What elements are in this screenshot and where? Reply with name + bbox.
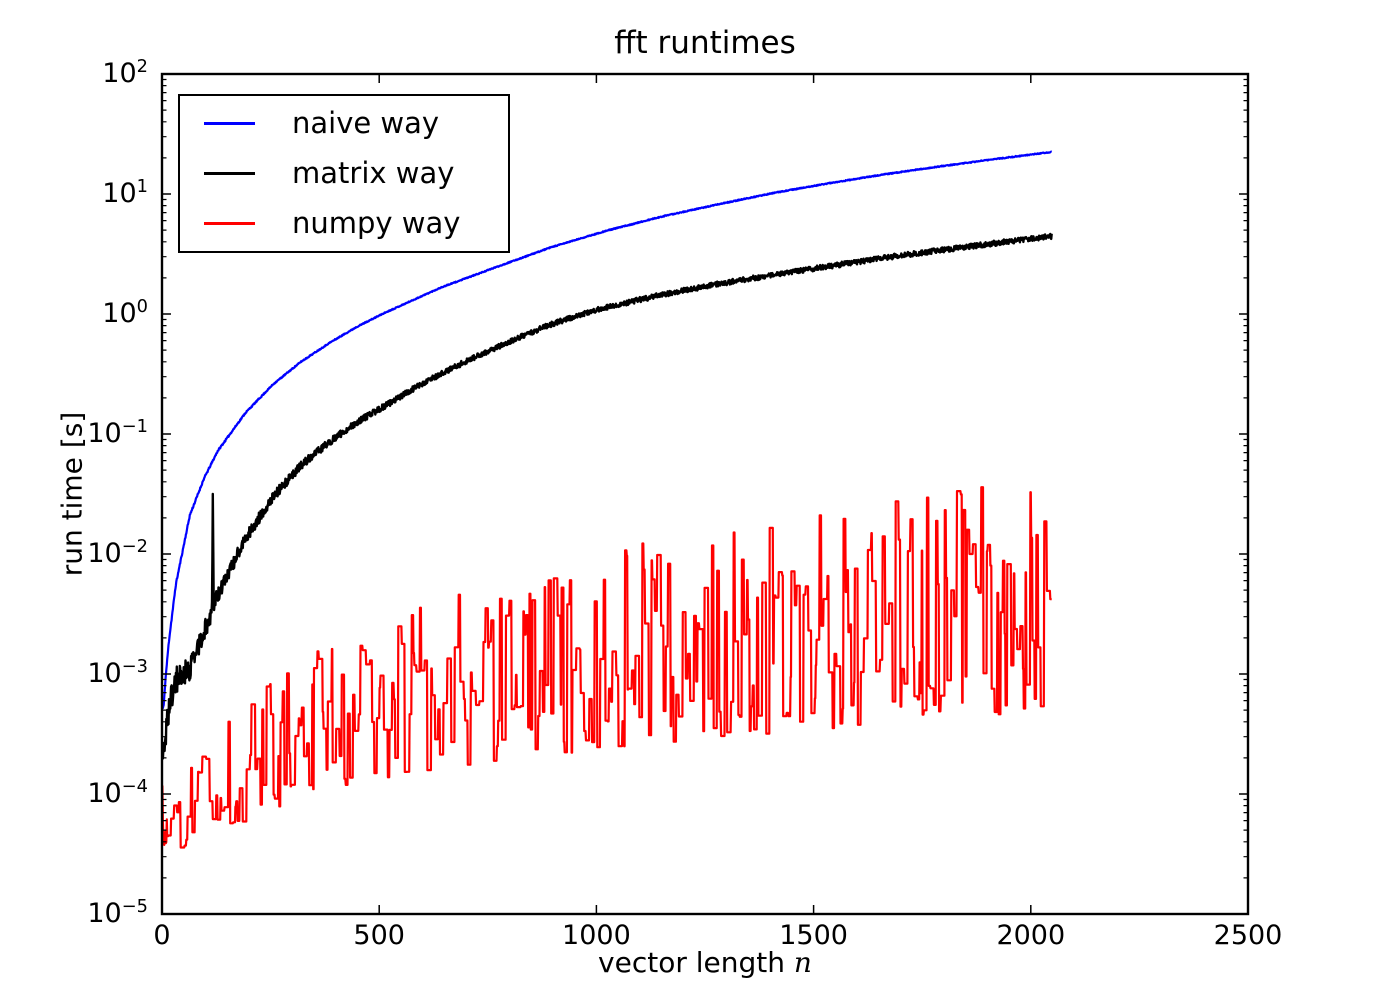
series-line-numpy-way [161, 486, 1053, 849]
x-axis-label-text: vector length [598, 946, 785, 979]
y-tick-label-1e-4: 10−4 [87, 776, 148, 809]
plot-border [160, 72, 1250, 916]
series-line-naive-way [161, 150, 1053, 710]
y-tick-label-1e-5: 10−5 [87, 896, 148, 929]
legend-box: naive way matrix way numpy way [178, 94, 510, 253]
x-tick-label-500: 500 [353, 920, 405, 951]
legend-line-sample-icon [204, 122, 255, 126]
minor-log-ticks [162, 78, 1248, 879]
y-tick-labels: 102 101 100 10−1 10−2 10−3 10−4 10−5 [0, 0, 148, 995]
x-tick-labels: 0 500 1000 1500 2000 2500 [0, 920, 1376, 954]
x-tick-label-0: 0 [153, 920, 171, 951]
x-tick-label-2000: 2000 [996, 920, 1066, 951]
x-tick-label-1500: 1500 [779, 920, 848, 951]
y-tick-label-1e0: 100 [102, 296, 148, 329]
chart-title: fft runtimes [614, 25, 796, 61]
legend-line-sample-icon [204, 221, 255, 225]
legend-label: numpy way [292, 205, 461, 240]
y-tick-label-1e1: 101 [102, 176, 148, 209]
legend-item-naive-way: naive way [180, 99, 508, 149]
legend-label: matrix way [292, 156, 455, 190]
x-tick-label-1000: 1000 [562, 920, 631, 951]
x-axis-label: vector length n [455, 946, 955, 979]
legend-item-numpy-way: numpy way [180, 198, 508, 248]
y-tick-label-1e-1: 10−1 [87, 416, 148, 449]
legend-label: naive way [292, 106, 440, 141]
x-axis-label-math-symbol: n [793, 946, 812, 979]
y-tick-label-1e-2: 10−2 [87, 536, 148, 569]
legend-item-matrix-way: matrix way [180, 149, 508, 199]
legend-rows: naive way matrix way numpy way [180, 99, 508, 248]
x-tick-label-2500: 2500 [1213, 920, 1283, 951]
y-tick-label-1e2: 102 [102, 56, 148, 89]
series-line-matrix-way [161, 232, 1053, 760]
legend-line-sample-icon [204, 172, 255, 175]
y-tick-label-1e-3: 10−3 [87, 656, 148, 689]
